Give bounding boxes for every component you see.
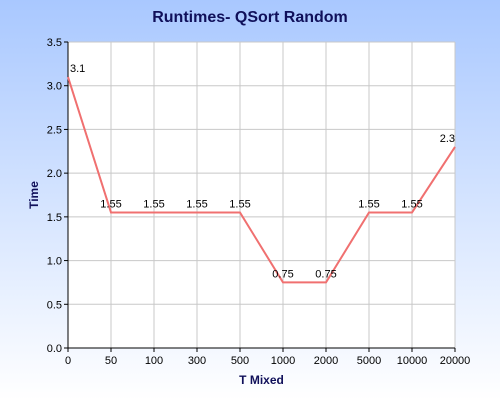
data-label: 1.55 — [229, 198, 250, 210]
y-tick-label: 1.5 — [47, 212, 62, 224]
x-tick-label: 5000 — [357, 355, 381, 367]
y-tick-label: 3.0 — [47, 81, 62, 93]
data-label: 0.75 — [315, 268, 336, 280]
y-tick-label: 0.5 — [47, 299, 62, 311]
x-tick-label: 10000 — [397, 355, 428, 367]
y-tick-label: 0.0 — [47, 343, 62, 355]
data-label: 3.1 — [70, 63, 85, 75]
plot-area — [68, 42, 455, 348]
chart-title: Runtimes- QSort Random — [152, 9, 348, 26]
data-label: 2.3 — [440, 133, 455, 145]
axes — [64, 41, 456, 352]
data-label: 1.55 — [100, 198, 121, 210]
data-labels: 3.1 1.55 1.55 1.55 1.55 0.75 0.75 1.55 1.55 2.3 — [70, 63, 455, 280]
series — [67, 76, 456, 284]
y-tick-label: 2.5 — [47, 124, 62, 136]
x-tick-label: 1000 — [271, 355, 295, 367]
y-axis-title: Time — [27, 181, 41, 209]
y-tick-label: 3.5 — [47, 37, 62, 49]
x-tick-label: 100 — [145, 355, 163, 367]
x-tick-label: 500 — [231, 355, 249, 367]
x-tick-label: 0 — [65, 355, 71, 367]
data-label: 1.55 — [401, 198, 422, 210]
data-label: 1.55 — [186, 198, 207, 210]
x-tick-label: 50 — [105, 355, 117, 367]
x-tick-label: 300 — [188, 355, 206, 367]
tick-labels: 0.0 0.5 1.0 1.5 2.0 2.5 3.0 3.5 0 50 100 300 500 1000… — [47, 37, 471, 367]
y-tick-label: 2.0 — [47, 168, 62, 180]
x-tick-label: 2000 — [314, 355, 338, 367]
data-label: 0.75 — [272, 268, 293, 280]
data-label: 1.55 — [143, 198, 164, 210]
x-tick-label: 20000 — [440, 355, 471, 367]
x-axis-title: T Mixed — [239, 373, 284, 387]
y-tick-label: 1.0 — [47, 256, 62, 268]
data-label: 1.55 — [358, 198, 379, 210]
series-line — [67, 76, 456, 284]
